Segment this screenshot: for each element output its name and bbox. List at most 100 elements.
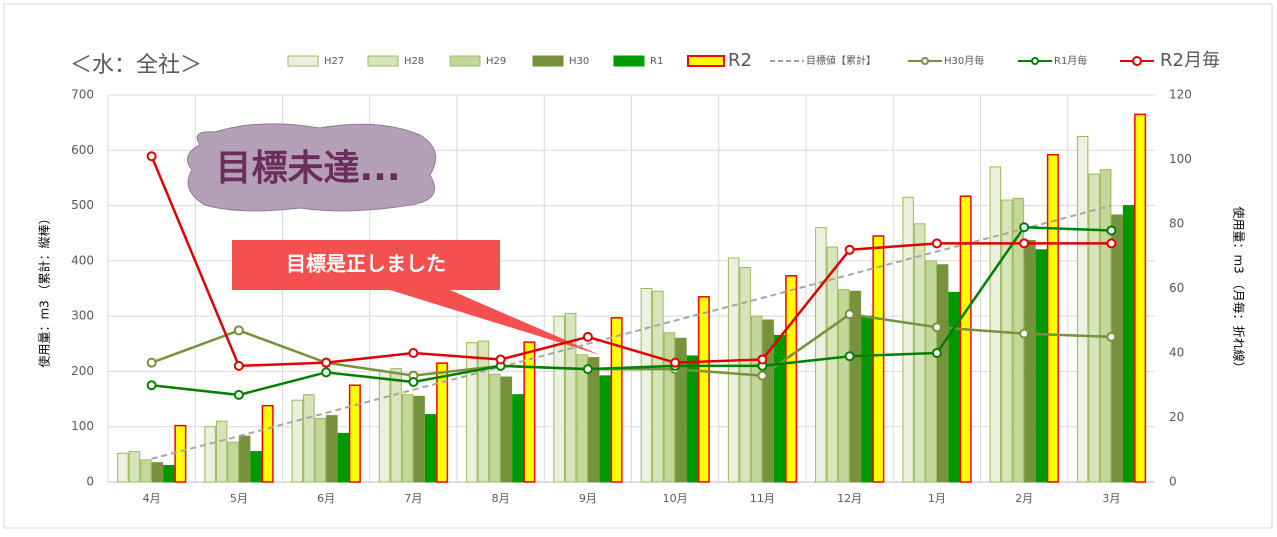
legend-label: R2月毎: [1160, 50, 1220, 71]
line: [150, 155, 1112, 368]
point: [321, 367, 332, 378]
bar: [599, 375, 611, 483]
legend-label: H29: [486, 56, 506, 67]
bar: [727, 257, 740, 483]
y2-tick-label: 60: [1169, 281, 1184, 295]
bar: [140, 459, 152, 483]
bar: [663, 332, 676, 483]
bar: [1088, 173, 1100, 483]
bar: [564, 312, 577, 483]
y-tick-label: 300: [71, 309, 94, 323]
bar: [750, 315, 763, 483]
bubble: [187, 123, 437, 212]
point: [670, 357, 681, 368]
bar: [500, 376, 513, 483]
bar: [303, 394, 315, 483]
bar: [785, 275, 798, 483]
y-tick-label: 500: [71, 198, 94, 212]
point: [844, 244, 855, 255]
legend-swatch: [449, 55, 481, 67]
bar: [174, 424, 187, 483]
bar: [523, 341, 536, 483]
bar: [163, 464, 175, 483]
point: [757, 370, 768, 381]
point: [757, 354, 768, 365]
bar: [326, 415, 338, 483]
y2-tick-label: 40: [1169, 346, 1184, 360]
line: [151, 225, 1112, 397]
bar: [686, 355, 699, 483]
bar: [314, 417, 327, 483]
x-tick-label: 10月: [663, 492, 688, 505]
bar: [250, 451, 262, 483]
legend-label: H27: [324, 56, 344, 67]
bar: [553, 315, 565, 483]
bar: [872, 235, 885, 483]
legend-label: H30: [569, 56, 589, 67]
point: [233, 389, 244, 400]
bar: [1046, 153, 1059, 483]
bar: [902, 196, 914, 483]
line: [151, 204, 1112, 460]
bar: [401, 394, 414, 483]
y-tick-label: 200: [71, 364, 94, 378]
bar: [128, 451, 141, 483]
bar: [675, 337, 687, 483]
legend-marker: [921, 57, 929, 65]
y2-tick-label: 20: [1169, 410, 1184, 424]
bar: [204, 426, 216, 483]
bar: [925, 260, 937, 483]
chart-title: ＜水：全社＞: [70, 53, 202, 78]
y2-tick-label: 100: [1169, 152, 1192, 166]
legend-label: R1月毎: [1054, 54, 1087, 67]
bar: [215, 420, 228, 483]
bar: [587, 357, 600, 483]
legend-swatch: [287, 55, 319, 67]
bar: [762, 319, 774, 483]
point: [844, 351, 855, 362]
legend-marker: [1031, 57, 1039, 65]
bar: [424, 414, 437, 483]
y-tick-label: 400: [71, 253, 94, 267]
bar: [652, 290, 664, 483]
bar: [640, 288, 653, 483]
legend-marker: [1132, 56, 1142, 66]
y-tick-label: 600: [71, 143, 94, 157]
bar: [989, 166, 1002, 483]
bar: [1134, 113, 1147, 483]
bar: [1076, 135, 1089, 483]
bar: [436, 362, 449, 483]
line: [151, 312, 1112, 377]
bar: [238, 435, 251, 483]
bar: [291, 399, 304, 483]
bar: [576, 354, 588, 483]
legend-label: 目標値【累計】: [806, 54, 876, 67]
bar: [1024, 239, 1036, 483]
legend-label: R2: [728, 50, 752, 71]
bar: [1122, 205, 1135, 483]
x-tick-label: 11月: [750, 492, 775, 505]
y-tick-label: 700: [71, 88, 94, 102]
point: [408, 348, 419, 358]
point: [582, 331, 593, 342]
point: [321, 357, 332, 368]
point: [146, 357, 157, 368]
x-tick-label: 8月: [492, 492, 510, 505]
bar: [1099, 169, 1112, 483]
point: [1019, 222, 1030, 233]
y-axis-label: 使用量：m3 （累計：縦棒）: [37, 212, 52, 367]
bar: [849, 290, 862, 483]
bar: [826, 246, 839, 483]
bar: [838, 289, 850, 483]
bar: [1111, 214, 1123, 483]
bar: [948, 291, 960, 483]
x-tick-label: 5月: [230, 492, 248, 505]
bar: [378, 370, 391, 483]
legend-swatch: [532, 55, 564, 67]
point: [931, 238, 942, 249]
bar: [117, 452, 129, 483]
y2-tick-label: 0: [1169, 475, 1177, 489]
legend-swatch: [687, 55, 725, 67]
bar: [1012, 197, 1025, 483]
